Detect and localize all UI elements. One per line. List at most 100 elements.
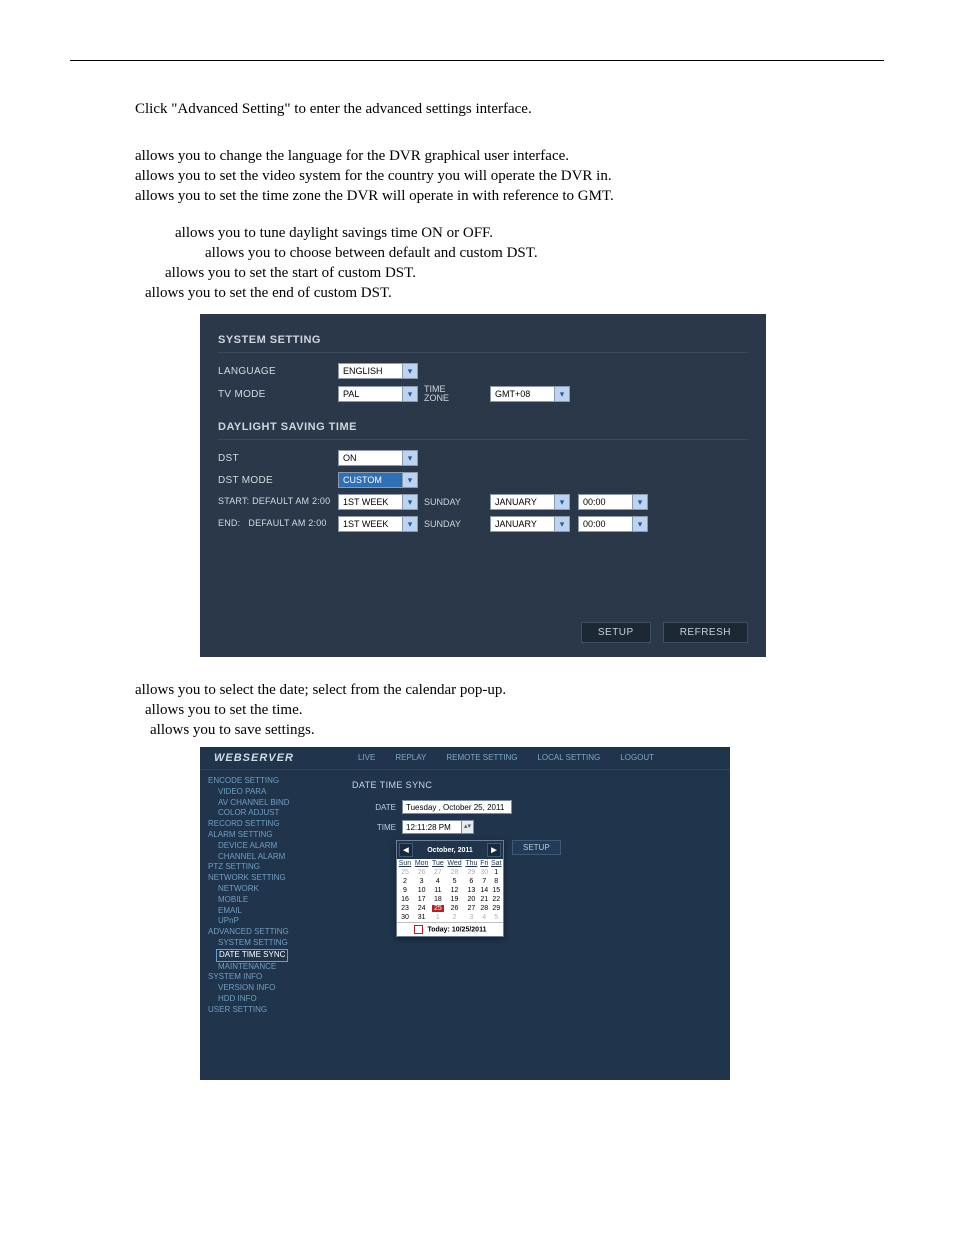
side-hdd[interactable]: HDD INFO (208, 994, 334, 1005)
side-upnp[interactable]: UPnP (208, 916, 334, 927)
input-time[interactable]: 12:11:28 PM (402, 820, 462, 834)
desc-dststart: allows you to set the start of custom DS… (165, 265, 884, 282)
dropdown-dstmode[interactable]: CUSTOM ▾ (338, 472, 418, 488)
side-sysinfo[interactable]: SYSTEM INFO (208, 972, 334, 983)
calendar-day[interactable]: 16 (397, 895, 413, 904)
calendar-day[interactable]: 29 (490, 904, 503, 913)
calendar-day[interactable]: 28 (445, 868, 463, 877)
side-devalarm[interactable]: DEVICE ALARM (208, 841, 334, 852)
calendar-day[interactable]: 13 (464, 886, 479, 895)
calendar-day[interactable]: 27 (464, 904, 479, 913)
tab-live[interactable]: LIVE (348, 747, 385, 769)
calendar-day[interactable]: 12 (445, 886, 463, 895)
calendar-day[interactable]: 1 (490, 868, 503, 877)
dropdown-start-month[interactable]: JANUARY ▾ (490, 494, 570, 510)
calendar-day[interactable]: 9 (397, 886, 413, 895)
side-advanced[interactable]: ADVANCED SETTING (208, 927, 334, 938)
side-datetime[interactable]: DATE TIME SYNC (216, 949, 288, 962)
label-timezone: TIME ZONE (424, 385, 484, 403)
description-block-1: allows you to change the language for th… (135, 148, 884, 205)
calendar-day[interactable]: 25 (430, 904, 445, 913)
dropdown-end-month[interactable]: JANUARY ▾ (490, 516, 570, 532)
side-maint[interactable]: MAINTENANCE (208, 962, 334, 973)
calendar-day[interactable]: 8 (490, 877, 503, 886)
side-encode[interactable]: ENCODE SETTING (208, 776, 334, 787)
calendar-day[interactable]: 18 (430, 895, 445, 904)
dropdown-tvmode[interactable]: PAL ▾ (338, 386, 418, 402)
desc-time: allows you to set the time. (145, 702, 884, 719)
calendar-day[interactable]: 23 (397, 904, 413, 913)
setup-button[interactable]: SETUP (581, 622, 651, 643)
calendar-popup[interactable]: ◀ October, 2011 ▶ SunMonTueWedThuFriSat … (396, 840, 504, 937)
dropdown-timezone[interactable]: GMT+08 ▾ (490, 386, 570, 402)
tab-logout[interactable]: LOGOUT (610, 747, 664, 769)
side-network[interactable]: NETWORK SETTING (208, 873, 334, 884)
tab-remote[interactable]: REMOTE SETTING (436, 747, 527, 769)
calendar-day[interactable]: 30 (479, 868, 489, 877)
calendar-day[interactable]: 3 (464, 913, 479, 922)
calendar-day[interactable]: 2 (397, 877, 413, 886)
label-dstmode: DST MODE (218, 475, 338, 486)
side-videopara[interactable]: VIDEO PARA (208, 787, 334, 798)
calendar-day[interactable]: 7 (479, 877, 489, 886)
dropdown-end-week[interactable]: 1ST WEEK ▾ (338, 516, 418, 532)
calendar-day[interactable]: 6 (464, 877, 479, 886)
calendar-day[interactable]: 27 (430, 868, 445, 877)
side-sys[interactable]: SYSTEM SETTING (208, 938, 334, 949)
refresh-button[interactable]: REFRESH (663, 622, 748, 643)
datetime-setup-button[interactable]: SETUP (512, 840, 561, 855)
calendar-grid: SunMonTueWedThuFriSat 252627282930123456… (397, 859, 503, 922)
dropdown-language[interactable]: ENGLISH ▾ (338, 363, 418, 379)
dropdown-end-week-value: 1ST WEEK (343, 519, 388, 529)
calendar-day[interactable]: 5 (445, 877, 463, 886)
calendar-day[interactable]: 19 (445, 895, 463, 904)
input-date[interactable]: Tuesday , October 25, 2011 (402, 800, 512, 814)
calendar-day[interactable]: 30 (397, 913, 413, 922)
calendar-day[interactable]: 26 (413, 868, 430, 877)
calendar-next-icon[interactable]: ▶ (487, 843, 501, 857)
calendar-day[interactable]: 3 (413, 877, 430, 886)
dropdown-dst[interactable]: ON ▾ (338, 450, 418, 466)
time-spinner[interactable]: ▴▾ (462, 820, 474, 834)
label-date: DATE (352, 803, 402, 812)
desc-tvmode: allows you to set the video system for t… (135, 168, 884, 185)
calendar-day[interactable]: 26 (445, 904, 463, 913)
side-ver[interactable]: VERSION INFO (208, 983, 334, 994)
calendar-day[interactable]: 11 (430, 886, 445, 895)
dropdown-end-time[interactable]: 00:00 ▾ (578, 516, 648, 532)
calendar-day[interactable]: 28 (479, 904, 489, 913)
calendar-prev-icon[interactable]: ◀ (399, 843, 413, 857)
tab-local[interactable]: LOCAL SETTING (527, 747, 610, 769)
calendar-day[interactable]: 14 (479, 886, 489, 895)
calendar-day[interactable]: 17 (413, 895, 430, 904)
calendar-day[interactable]: 25 (397, 868, 413, 877)
dropdown-start-week[interactable]: 1ST WEEK ▾ (338, 494, 418, 510)
calendar-day[interactable]: 4 (479, 913, 489, 922)
calendar-day[interactable]: 5 (490, 913, 503, 922)
calendar-day[interactable]: 29 (464, 868, 479, 877)
calendar-day[interactable]: 2 (445, 913, 463, 922)
dropdown-start-time[interactable]: 00:00 ▾ (578, 494, 648, 510)
calendar-today[interactable]: Today: 10/25/2011 (397, 922, 503, 936)
calendar-day[interactable]: 31 (413, 913, 430, 922)
calendar-day[interactable]: 20 (464, 895, 479, 904)
calendar-day[interactable]: 1 (430, 913, 445, 922)
tab-replay[interactable]: REPLAY (385, 747, 436, 769)
calendar-day[interactable]: 15 (490, 886, 503, 895)
side-ptz[interactable]: PTZ SETTING (208, 862, 334, 873)
side-chalarm[interactable]: CHANNEL ALARM (208, 852, 334, 863)
side-alarm[interactable]: ALARM SETTING (208, 830, 334, 841)
side-mobile[interactable]: MOBILE (208, 895, 334, 906)
calendar-day[interactable]: 4 (430, 877, 445, 886)
side-record[interactable]: RECORD SETTING (208, 819, 334, 830)
side-email[interactable]: EMAIL (208, 906, 334, 917)
calendar-day[interactable]: 10 (413, 886, 430, 895)
side-color[interactable]: COLOR ADJUST (208, 808, 334, 819)
side-avbind[interactable]: AV CHANNEL BIND (208, 798, 334, 809)
side-net[interactable]: NETWORK (208, 884, 334, 895)
side-user[interactable]: USER SETTING (208, 1005, 334, 1016)
label-dst: DST (218, 453, 338, 464)
calendar-day[interactable]: 21 (479, 895, 489, 904)
calendar-day[interactable]: 24 (413, 904, 430, 913)
calendar-day[interactable]: 22 (490, 895, 503, 904)
